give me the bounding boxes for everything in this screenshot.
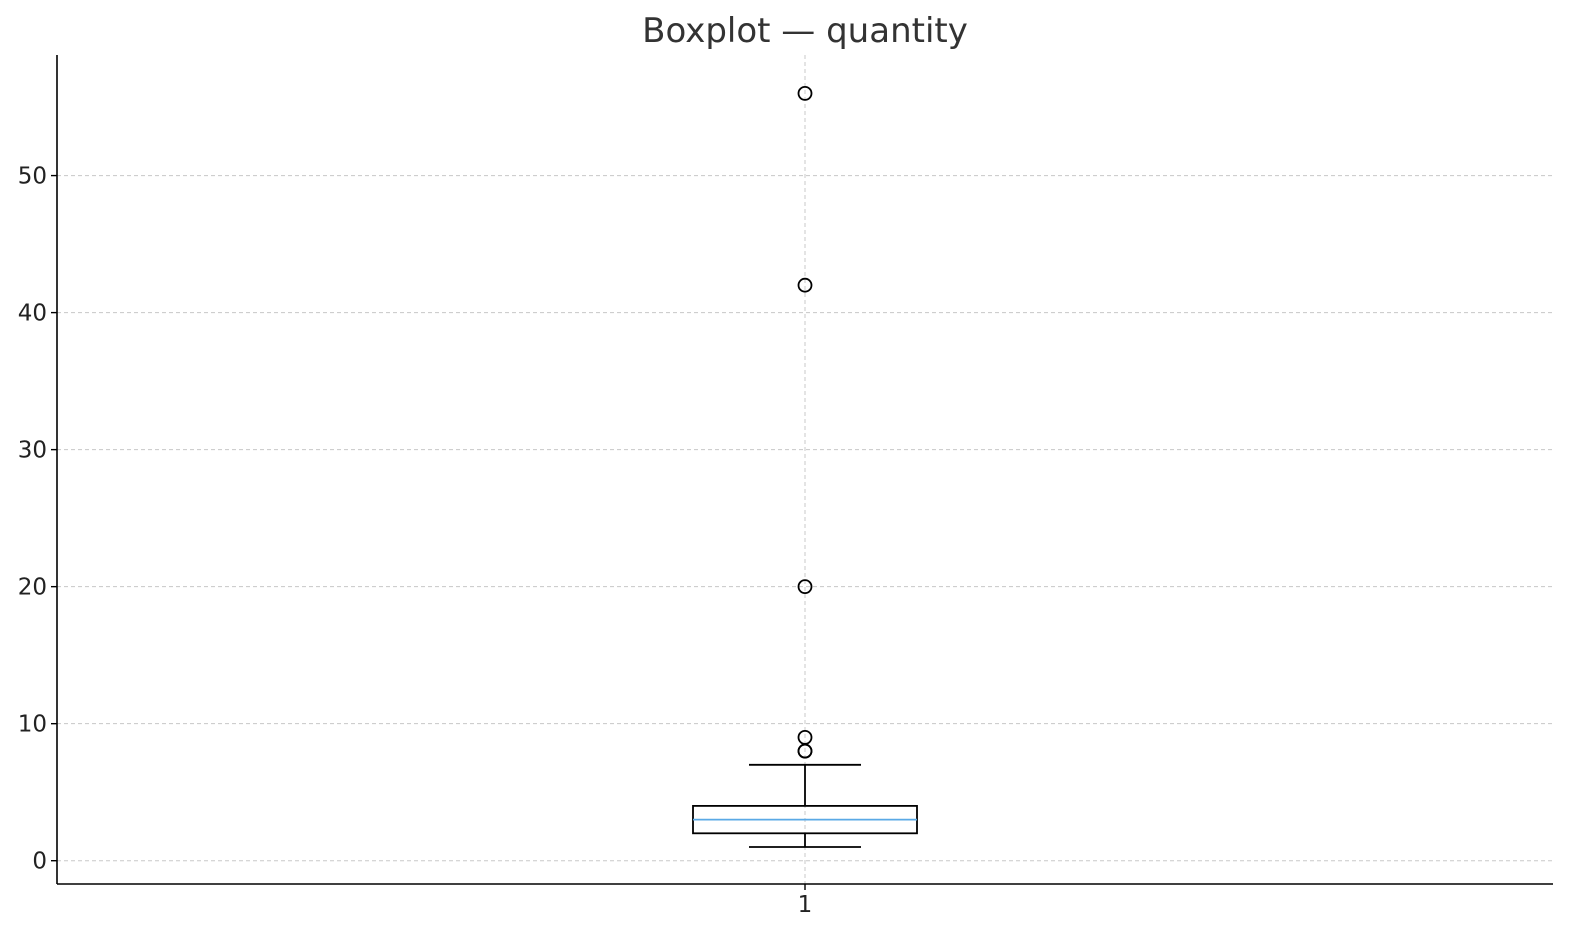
y-tick-label: 20 bbox=[18, 575, 47, 601]
x-tick-label: 1 bbox=[798, 892, 813, 918]
y-tick-label: 30 bbox=[18, 438, 47, 464]
ticks: 0 10 20 30 40 50 1 bbox=[18, 164, 813, 918]
outlier-point bbox=[797, 579, 813, 595]
box-group bbox=[692, 763, 918, 848]
y-tick-label: 10 bbox=[18, 712, 47, 738]
y-tick-label: 40 bbox=[18, 301, 47, 327]
grid bbox=[57, 55, 1553, 884]
outlier-point bbox=[797, 85, 813, 101]
y-tick-label: 50 bbox=[18, 164, 47, 190]
outliers bbox=[797, 85, 813, 759]
y-tick-label: 0 bbox=[32, 849, 47, 875]
outlier-point bbox=[797, 277, 813, 293]
outlier-point bbox=[797, 729, 813, 745]
chart-title: Boxplot — quantity bbox=[642, 11, 968, 51]
